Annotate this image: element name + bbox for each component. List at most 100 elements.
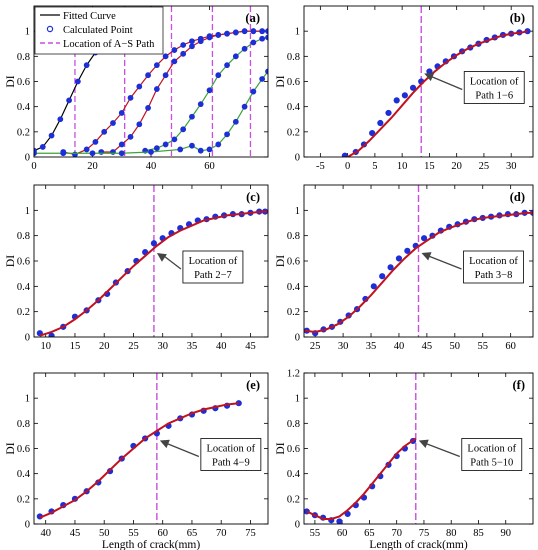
calculated-point — [250, 88, 257, 95]
x-tick-label: 0 — [31, 161, 36, 172]
x-tick-label: 45 — [245, 341, 256, 352]
panel-label: (e) — [246, 378, 260, 392]
panel-label: (a) — [245, 11, 260, 25]
calculated-point — [197, 101, 204, 108]
fitted-curve — [347, 30, 528, 157]
calculated-point — [224, 62, 230, 69]
y-axis-label: DI — [275, 255, 287, 267]
x-axis-label: Length of crack(mm) — [102, 539, 201, 550]
x-tick-label: 25 — [128, 341, 139, 352]
y-tick-label: 0.6 — [287, 77, 300, 88]
calculated-point — [171, 136, 178, 143]
calculated-point — [241, 103, 248, 110]
y-tick-label: 0.2 — [17, 127, 30, 138]
y-tick-label: 0.8 — [17, 231, 30, 242]
calculated-point — [57, 116, 64, 123]
annotation-text-line-1: Location of — [467, 444, 516, 455]
calculated-point — [153, 145, 160, 152]
calculated-point — [171, 58, 178, 65]
calculated-point — [401, 92, 408, 99]
calculated-point — [39, 144, 46, 150]
y-tick-label: 0.4 — [17, 102, 31, 113]
calculated-point — [215, 32, 222, 38]
calculated-point — [387, 264, 394, 271]
calculated-point — [241, 28, 248, 35]
calculated-point — [83, 146, 90, 153]
x-tick-label: 45 — [422, 341, 433, 352]
annotation-text-line-2: Path 5−10 — [470, 458, 513, 469]
calculated-point — [259, 35, 266, 42]
calculated-point — [162, 141, 169, 148]
x-tick-label: 85 — [473, 528, 484, 539]
calculated-point — [127, 133, 134, 140]
x-tick-label: 70 — [391, 528, 402, 539]
calculated-point — [171, 47, 178, 53]
y-tick-label: 1 — [25, 27, 30, 38]
annotation-text-line-1: Location of — [206, 444, 255, 455]
x-tick-label: 40 — [40, 528, 51, 539]
y-tick-label: 0.6 — [17, 257, 30, 268]
y-tick-label: 0.4 — [287, 102, 301, 113]
fitted-curve — [304, 211, 533, 333]
y-tick-label: 0.4 — [287, 282, 301, 293]
annotation-box — [463, 250, 524, 284]
calculated-point — [385, 109, 392, 117]
calculated-point — [92, 139, 99, 145]
calculated-point — [189, 113, 195, 120]
calculated-point — [177, 146, 184, 153]
y-axis-label: DI — [275, 442, 287, 454]
y-tick-label: 0.8 — [287, 52, 300, 63]
y-tick-label: 1.2 — [287, 369, 300, 380]
calculated-point — [145, 72, 151, 79]
calculated-point — [232, 53, 239, 60]
annotation-box — [182, 250, 244, 284]
annotation-arrow-shaft — [428, 255, 462, 270]
calculated-point — [206, 87, 213, 94]
calculated-point — [150, 240, 158, 247]
legend-swatch-point — [46, 25, 54, 33]
x-tick-label: 55 — [477, 341, 488, 352]
fitted-curve — [39, 210, 268, 337]
y-axis-label: DI — [5, 255, 17, 267]
calculated-point — [377, 119, 384, 127]
annotation-text-line-2: Path 3−8 — [475, 270, 513, 281]
annotation-arrow-shaft — [163, 255, 182, 270]
calculated-point — [336, 518, 343, 524]
x-tick-label: -5 — [316, 161, 325, 172]
x-tick-label: 30 — [506, 161, 517, 172]
x-tick-label: 80 — [446, 528, 457, 539]
y-tick-label: 0 — [25, 153, 30, 164]
panel-f: 0 0.2 0.4 0.6 0.8 1 1.2 55 60 65 70 75 80 85 90 DI Lengt… — [275, 369, 534, 550]
annotation-text-line-2: Path 2−7 — [194, 270, 232, 281]
x-tick-label: 75 — [245, 528, 256, 539]
annotation-arrow-shaft — [430, 75, 463, 91]
plot-area — [36, 185, 268, 337]
x-tick-label: 40 — [146, 161, 157, 172]
annotation-arrow-head — [424, 72, 435, 82]
plot-frame — [303, 184, 534, 338]
y-tick-label: 1 — [25, 394, 30, 405]
plot-area — [304, 373, 417, 524]
x-tick-label: 5 — [372, 161, 377, 172]
x-tick-label: 30 — [157, 341, 168, 352]
calculated-point — [197, 147, 204, 154]
calculated-point — [48, 132, 55, 139]
fitted-curve — [39, 402, 239, 519]
plot-frame — [303, 5, 534, 158]
calculated-point — [83, 62, 90, 69]
y-tick-label: 0 — [295, 520, 300, 531]
x-tick-label: 50 — [450, 341, 461, 352]
x-tick-label: 20 — [99, 341, 110, 352]
calculated-point — [162, 72, 169, 79]
annotation-arrow-head — [421, 252, 432, 261]
calculated-point — [153, 62, 160, 69]
calculated-point — [136, 121, 143, 128]
calculated-point — [241, 45, 248, 52]
calculated-point — [189, 43, 195, 50]
x-tick-label: 90 — [500, 528, 511, 539]
legend-label: Fitted Curve — [63, 11, 116, 22]
annotation-text-line-1: Location of — [469, 256, 518, 267]
y-tick-label: 0.8 — [287, 231, 300, 242]
y-tick-label: 1 — [295, 394, 300, 405]
